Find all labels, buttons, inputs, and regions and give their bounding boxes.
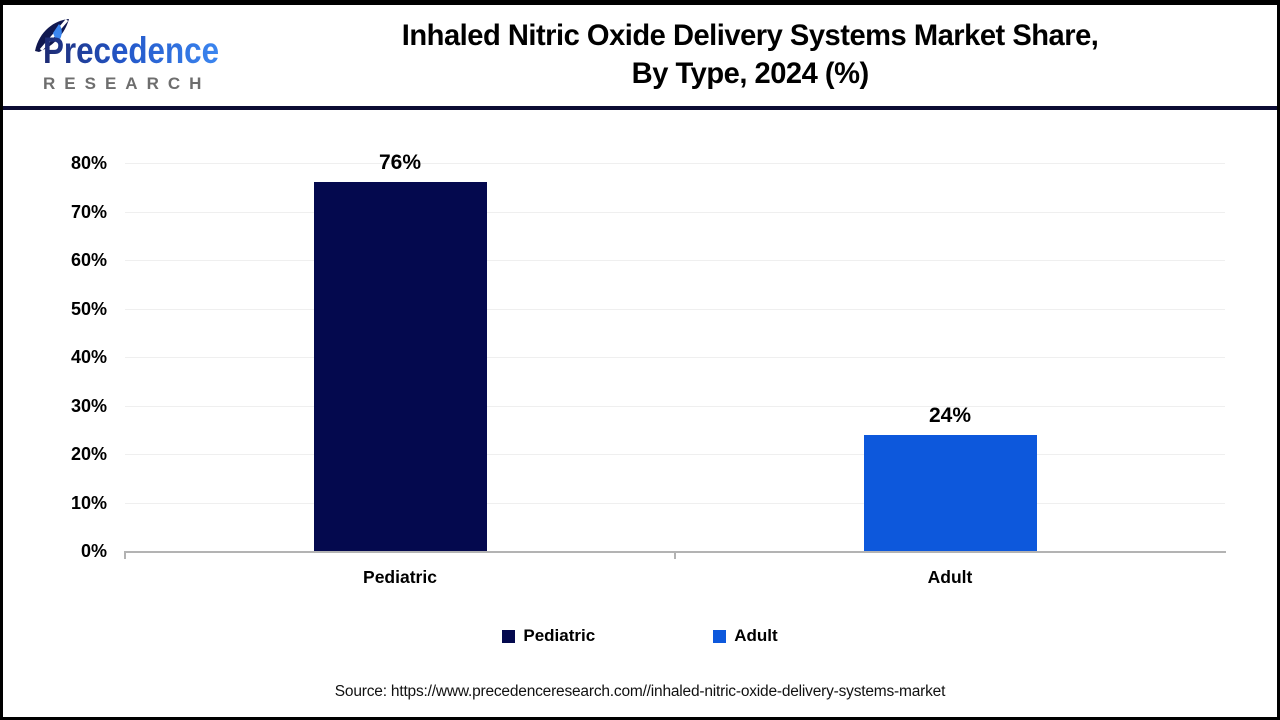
precedence-research-logo: Precedence RESEARCH <box>35 19 219 93</box>
gridline-80 <box>125 163 1225 164</box>
chart-title: Inhaled Nitric Oxide Delivery Systems Ma… <box>248 5 1252 105</box>
y-axis-tick-label: 40% <box>70 347 107 367</box>
gridline-70 <box>125 211 1225 213</box>
y-axis-tick-label: 70% <box>70 201 107 222</box>
gridline-30 <box>125 405 1225 407</box>
x-axis-line <box>124 551 1226 553</box>
source-text: Source: https://www.precedenceresearch.c… <box>334 683 946 700</box>
x-axis-tick-mark <box>124 553 126 559</box>
chart-title-line2: By Type, 2024 (%) <box>631 57 869 90</box>
y-axis-tick-label: 10% <box>70 492 107 513</box>
gridline-60 <box>125 260 1225 261</box>
y-axis-tick-label: 0% <box>80 541 107 561</box>
gridline-10 <box>125 502 1225 504</box>
y-axis-tick-label: 60% <box>70 250 107 270</box>
value-label-adult: 24% <box>928 403 972 427</box>
bar-chart: 0% 10% 20% 30% 40% 50% 60% 70% 80% 76% Pediatric 24… <box>3 110 1277 610</box>
gridline-50 <box>125 308 1225 310</box>
y-axis-tick-label: 50% <box>70 298 107 319</box>
header-separator <box>3 106 1277 110</box>
y-axis-tick-label: 80% <box>70 153 107 173</box>
legend-item-adult: Adult <box>713 626 778 646</box>
logo-subtext: RESEARCH <box>43 74 210 93</box>
logo-leaf-icon <box>35 19 69 52</box>
logo-brand-text: Precedence <box>43 30 219 71</box>
y-axis-tick-label: 30% <box>70 395 107 416</box>
x-axis-category-label: Adult <box>927 567 973 587</box>
x-axis-tick-mark <box>674 553 676 559</box>
gridline-20 <box>125 454 1225 455</box>
legend-swatch-icon <box>502 629 516 643</box>
legend-label: Adult <box>734 626 778 645</box>
legend-item-pediatric: Pediatric <box>502 626 595 646</box>
source-row: Source: https://www.precedenceresearch.c… <box>3 683 1277 701</box>
y-axis-tick-label: 20% <box>70 444 107 464</box>
bar-adult <box>863 434 1037 551</box>
bar-pediatric <box>313 182 487 551</box>
gridline-40 <box>125 357 1225 358</box>
header: Precedence RESEARCH Inhaled Nitric Oxide… <box>3 5 1277 106</box>
value-label-pediatric: 76% <box>378 151 422 175</box>
x-axis-category-label: Pediatric <box>363 567 437 587</box>
chart-title-line1: Inhaled Nitric Oxide Delivery Systems Ma… <box>401 19 1099 52</box>
chart-legend: Pediatric Adult <box>3 622 1277 650</box>
legend-label: Pediatric <box>523 626 596 645</box>
legend-swatch-icon <box>713 629 727 643</box>
